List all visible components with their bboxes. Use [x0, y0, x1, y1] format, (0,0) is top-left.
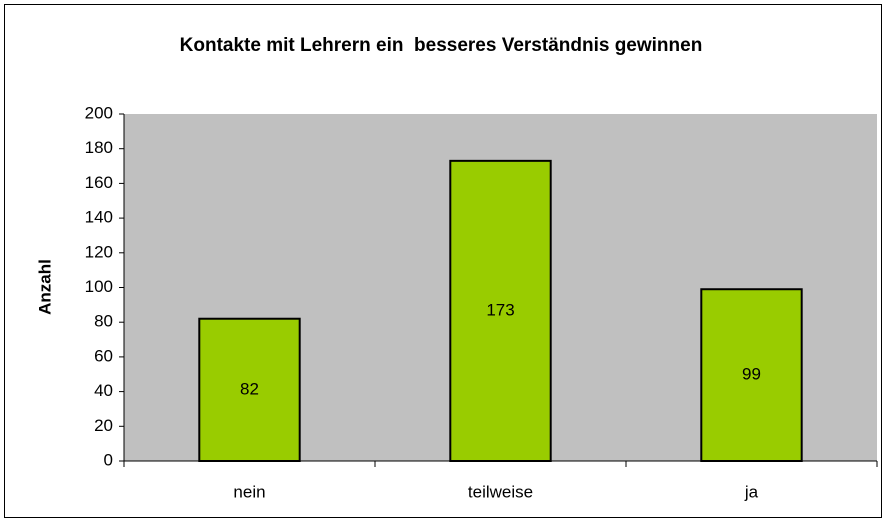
y-tick-label: 60	[94, 346, 113, 365]
y-tick-label: 160	[85, 173, 113, 192]
y-tick-label: 100	[85, 277, 113, 296]
y-tick-label: 180	[85, 138, 113, 157]
bar	[700, 288, 803, 462]
bar	[198, 317, 301, 463]
chart-title: Kontakte mit Lehrern ein besseres Verstä…	[180, 35, 703, 56]
y-tick-label: 120	[85, 242, 113, 261]
y-tick-label: 40	[94, 381, 113, 400]
y-tick-label: 20	[94, 416, 113, 435]
x-tick-label: ja	[744, 482, 759, 501]
y-tick-label: 140	[85, 208, 113, 227]
x-tick-label: teilweise	[468, 482, 533, 501]
data-label: 82	[240, 379, 259, 398]
x-tick-label: nein	[233, 482, 265, 501]
y-axis-label: Anzahl	[35, 259, 54, 315]
data-label: 173	[486, 300, 514, 319]
bar	[449, 159, 552, 462]
y-tick-label: 0	[104, 450, 113, 469]
y-tick-label: 80	[94, 312, 113, 331]
y-tick-label: 200	[85, 103, 113, 122]
data-label: 99	[742, 365, 761, 384]
